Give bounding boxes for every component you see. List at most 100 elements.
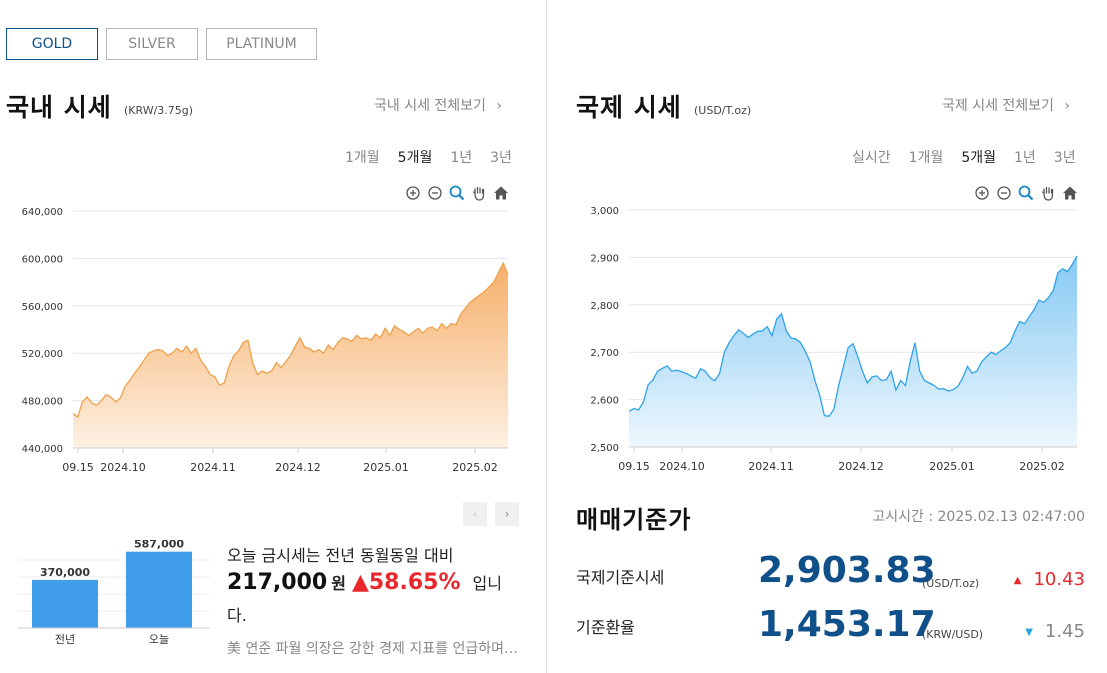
x-tick-label: 2024.11: [748, 460, 794, 473]
exchange-rate-label: 기준환율: [576, 618, 635, 637]
y-tick-label: 480,000: [22, 397, 63, 408]
domestic-period-0[interactable]: 1개월: [345, 150, 380, 166]
prev-button[interactable]: ‹: [463, 502, 487, 526]
summary-suffix: 입니: [472, 574, 502, 593]
x-tick-label: 2025.02: [452, 461, 498, 474]
news-headline-link[interactable]: 美 연준 파월 의장은 강한 경제 지표를 언급하며 금리 인하를 서두르지 않…: [227, 641, 519, 657]
x-tick-label: 2024.12: [275, 461, 321, 474]
pan-hand-icon[interactable]: [470, 184, 488, 202]
tab-gold[interactable]: GOLD: [6, 28, 98, 60]
international-period-0[interactable]: 실시간: [852, 150, 891, 166]
domestic-periods: 1개월 5개월 1년 3년: [345, 147, 512, 167]
international-unit: (USD/T.oz): [694, 104, 752, 117]
y-tick-label: 560,000: [22, 302, 63, 313]
x-tick-label: 2025.01: [929, 460, 975, 473]
tab-platinum[interactable]: PLATINUM: [206, 28, 317, 60]
chevron-right-icon: ›: [496, 98, 503, 114]
international-period-2[interactable]: 5개월: [961, 150, 996, 166]
triangle-up-icon: ▲: [1013, 574, 1022, 586]
exchange-rate-unit: (KRW/USD): [922, 628, 984, 641]
summary-end: 다.: [227, 606, 247, 625]
tab-silver[interactable]: SILVER: [106, 28, 198, 60]
domestic-title: 국내 시세: [6, 93, 112, 122]
series-line: [72, 261, 509, 419]
summary-diff-line: 217,000 원 ▲ 58.65% 입니: [227, 570, 502, 595]
international-price-chart[interactable]: 2,500 2,600 2,700 2,800 2,900 3,000 09.15 2024.…: [566, 195, 1096, 485]
international-period-4[interactable]: 3년: [1053, 150, 1076, 166]
comparison-bar: [126, 551, 192, 628]
international-more-label: 국제 시세 전체보기: [942, 98, 1054, 114]
y-tick-label: 440,000: [22, 444, 63, 455]
intl-standard-value: 2,903.83: [758, 550, 936, 591]
exchange-rate-value: 1,453.17: [758, 604, 936, 645]
domestic-unit: (KRW/3.75g): [124, 104, 194, 117]
x-tick-label: 09.15: [62, 461, 94, 474]
x-tick-label: 2024.10: [100, 461, 146, 474]
column-divider: [546, 0, 547, 673]
domestic-more-label: 국내 시세 전체보기: [374, 98, 486, 114]
international-title: 국제 시세: [576, 93, 682, 122]
domestic-period-3[interactable]: 3년: [490, 150, 512, 166]
domestic-period-1[interactable]: 5개월: [397, 150, 433, 166]
area-fill: [629, 256, 1077, 447]
domestic-price-chart[interactable]: 440,000 480,000 520,000 560,000 600,000 640,0…: [0, 195, 525, 485]
intl-standard-change: ▲ 10.43: [1014, 569, 1085, 590]
year-comparison-chart: 370,000 전년 587,000 오늘: [18, 540, 210, 646]
y-tick-label: 640,000: [22, 207, 63, 218]
comparison-bar: [32, 579, 98, 628]
triangle-down-icon: ▼: [1025, 626, 1033, 638]
diff-percent: 58.65%: [368, 570, 461, 595]
y-tick-label: 3,000: [590, 206, 619, 217]
magnifier-icon[interactable]: [1017, 184, 1035, 202]
x-tick-label: 2025.01: [363, 461, 409, 474]
bar-category-label: 전년: [55, 633, 75, 646]
home-icon[interactable]: [1061, 184, 1079, 202]
metal-tabs: GOLD SILVER PLATINUM: [6, 28, 317, 60]
international-period-3[interactable]: 1년: [1013, 150, 1036, 166]
domestic-period-2[interactable]: 1년: [450, 150, 473, 166]
magnifier-icon[interactable]: [448, 184, 466, 202]
area-fill: [73, 263, 508, 448]
next-button[interactable]: ›: [495, 502, 519, 526]
international-periods: 실시간 1개월 5개월 1년 3년: [852, 147, 1076, 167]
y-tick-label: 2,900: [590, 253, 619, 264]
y-tick-label: 2,800: [590, 301, 619, 312]
pan-hand-icon[interactable]: [1039, 184, 1057, 202]
y-tick-label: 2,500: [590, 443, 619, 454]
zoom-in-icon[interactable]: [973, 184, 991, 202]
exchange-rate-change: ▼ 1.45: [1025, 621, 1085, 642]
exchange-rate-change-value: 1.45: [1044, 621, 1085, 642]
x-tick-label: 2025.02: [1019, 460, 1065, 473]
x-tick-label: 2024.10: [659, 460, 705, 473]
y-tick-label: 600,000: [22, 254, 63, 265]
international-more-link[interactable]: 국제 시세 전체보기 ›: [942, 95, 1070, 115]
summary-text: 오늘 금시세는 전년 동월동일 대비: [227, 546, 454, 565]
domestic-chart-toolbar: [404, 184, 510, 202]
home-icon[interactable]: [492, 184, 510, 202]
won-label: 원: [331, 574, 346, 593]
zoom-out-icon[interactable]: [426, 184, 444, 202]
y-tick-label: 520,000: [22, 349, 63, 360]
series-line: [628, 255, 1078, 417]
x-tick-label: 2024.12: [838, 460, 884, 473]
zoom-out-icon[interactable]: [995, 184, 1013, 202]
international-period-1[interactable]: 1개월: [908, 150, 944, 166]
bar-data-label: 587,000: [134, 540, 184, 551]
triangle-up-icon: ▲: [351, 570, 369, 595]
intl-standard-change-value: 10.43: [1033, 569, 1085, 590]
notice-time: 고시시간 : 2025.02.13 02:47:00: [872, 509, 1085, 525]
standard-price-title: 매매기준가: [576, 506, 692, 534]
international-chart-toolbar: [973, 184, 1079, 202]
intl-standard-label: 국제기준시세: [576, 568, 665, 587]
x-tick-label: 2024.11: [190, 461, 236, 474]
diff-amount: 217,000: [227, 570, 328, 595]
y-tick-label: 2,700: [590, 348, 619, 359]
bar-category-label: 오늘: [149, 633, 169, 646]
bar-data-label: 370,000: [40, 566, 90, 579]
news-pager: ‹ ›: [463, 502, 519, 526]
y-tick-label: 2,600: [590, 396, 619, 407]
domestic-more-link[interactable]: 국내 시세 전체보기 ›: [374, 95, 502, 115]
x-tick-label: 09.15: [618, 460, 650, 473]
zoom-in-icon[interactable]: [404, 184, 422, 202]
intl-standard-unit: (USD/T.oz): [922, 577, 980, 590]
